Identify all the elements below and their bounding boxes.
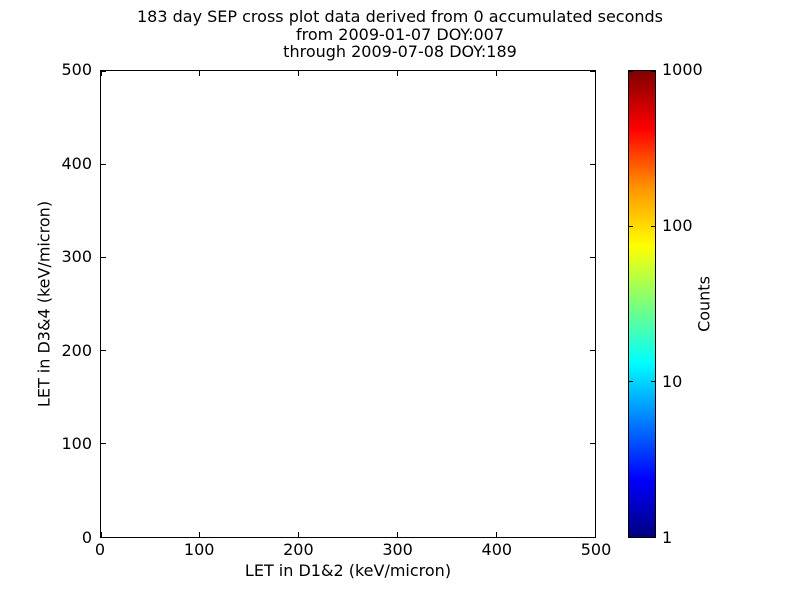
colorbar-tick-label: 1 <box>662 528 673 547</box>
y-tick-label: 500 <box>61 60 92 79</box>
x-tick-labels: 0 100 200 300 400 500 <box>95 540 611 562</box>
y-tick-label: 0 <box>81 528 92 547</box>
plot-area <box>100 70 596 538</box>
y-tick-label: 200 <box>61 340 92 360</box>
x-tick-mark <box>199 532 201 537</box>
x-tick-mark <box>594 532 596 537</box>
colorbar-tick-label: 10 <box>662 372 683 392</box>
x-tick-mark <box>298 532 300 537</box>
colorbar-tick-label: 100 <box>662 216 693 236</box>
colorbar-tick-mark <box>651 225 655 227</box>
y-tick-label: 100 <box>61 434 92 454</box>
colorbar-tick-label: 1000 <box>662 60 703 79</box>
chart-title-line-1: 183 day SEP cross plot data derived from… <box>136 7 664 26</box>
chart-title-line-2: from 2009-01-07 DOY:007 <box>295 24 504 44</box>
x-tick-label: 100 <box>183 540 215 559</box>
colorbar-tick-mark <box>651 381 655 383</box>
x-tick-label: 0 <box>94 540 106 559</box>
chart-title-line-3: through 2009-07-08 DOY:189 <box>283 42 517 61</box>
colorbar-tick-mark <box>629 70 633 72</box>
colorbar-tick-mark <box>651 536 655 538</box>
y-tick-mark <box>101 536 106 538</box>
y-tick-mark <box>590 163 595 165</box>
y-tick-mark <box>101 350 106 352</box>
chart-title: 183 day SEP cross plot data derived from… <box>0 8 800 61</box>
colorbar-tick-mark <box>651 70 655 72</box>
y-tick-mark <box>101 443 106 445</box>
colorbar-label: Counts <box>694 276 714 332</box>
y-tick-mark <box>590 443 595 445</box>
y-tick-mark <box>101 70 106 72</box>
y-tick-mark <box>101 163 106 165</box>
y-tick-mark <box>590 70 595 72</box>
y-tick-mark <box>590 256 595 258</box>
y-tick-mark <box>101 256 106 258</box>
x-tick-mark <box>495 71 497 76</box>
x-tick-mark <box>100 71 102 76</box>
x-tick-label: 200 <box>283 540 314 559</box>
colorbar-tick-labels: 1 10 100 1000 <box>662 62 714 546</box>
x-tick-mark <box>495 532 497 537</box>
x-axis-label: LET in D1&2 (keV/micron) <box>244 561 452 580</box>
x-tick-label: 300 <box>382 540 413 559</box>
x-tick-mark <box>199 71 201 76</box>
x-tick-label: 500 <box>580 540 612 559</box>
y-tick-labels: 0 100 200 300 400 500 <box>0 62 92 546</box>
colorbar <box>628 70 656 538</box>
x-tick-mark <box>298 71 300 76</box>
y-tick-label: 400 <box>61 153 92 173</box>
x-tick-mark <box>100 532 102 537</box>
x-tick-mark <box>594 71 596 76</box>
colorbar-gradient <box>629 71 655 537</box>
colorbar-tick-mark <box>629 536 633 538</box>
x-tick-mark <box>396 71 398 76</box>
colorbar-tick-mark <box>629 381 633 383</box>
colorbar-tick-mark <box>629 225 633 227</box>
y-tick-mark <box>590 350 595 352</box>
x-tick-mark <box>396 532 398 537</box>
y-tick-mark <box>590 536 595 538</box>
y-tick-label: 300 <box>61 247 92 267</box>
x-tick-label: 400 <box>481 540 513 559</box>
